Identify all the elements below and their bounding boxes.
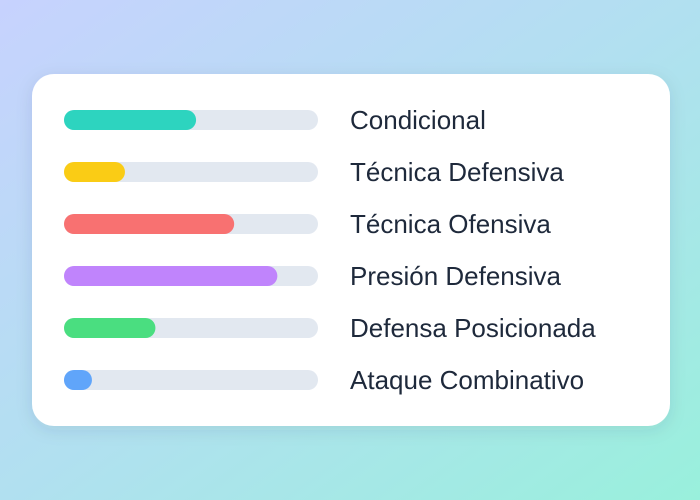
bar [64, 370, 92, 390]
bar [64, 318, 156, 338]
bar-label: Defensa Posicionada [350, 313, 596, 343]
bar-label: Condicional [350, 105, 486, 135]
bar [64, 214, 235, 234]
bar [64, 162, 125, 182]
bar-label: Técnica Ofensiva [350, 209, 551, 239]
bar [64, 266, 278, 286]
bar-label: Técnica Defensiva [350, 157, 564, 187]
bar-label: Ataque Combinativo [350, 365, 584, 395]
bar-track [64, 162, 318, 182]
bar-track [64, 370, 318, 390]
bar [64, 110, 197, 130]
rows: Condicional Técnica Defensiva Técnica Ofen… [64, 105, 596, 395]
bar-label: Presión Defensiva [350, 261, 562, 291]
